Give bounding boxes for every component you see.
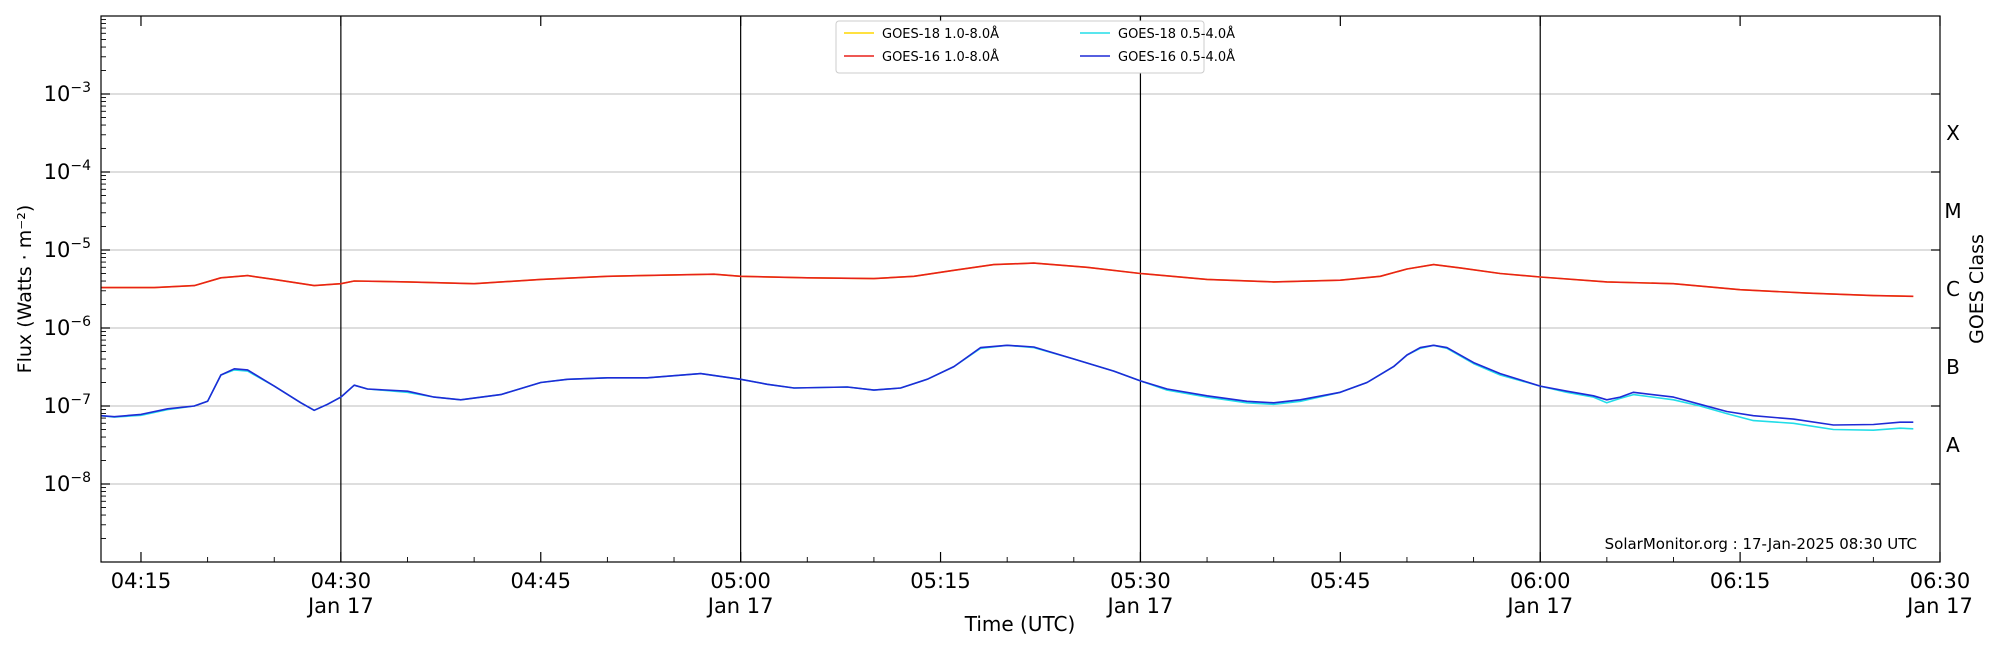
- y-tick-base: 10: [44, 160, 71, 184]
- x-tick-label: 04:30: [311, 569, 372, 593]
- y-tick-base: 10: [44, 238, 71, 262]
- legend-label: GOES-18 1.0-8.0Å: [882, 26, 999, 42]
- legend: GOES-18 1.0-8.0Å GOES-18 0.5-4.0Å GOES-16 …: [835, 20, 1235, 74]
- y-tick-base: 10: [44, 316, 71, 340]
- y-tick-base: 10: [44, 472, 71, 496]
- goes-class-labels: A B C M X: [1944, 121, 1961, 457]
- x-tick-date: Jan 17: [1505, 594, 1573, 618]
- x-tick-label: 06:15: [1710, 569, 1771, 593]
- y-tick-label: 10−6: [44, 314, 91, 340]
- y-tick-exponent: −7: [70, 392, 91, 408]
- plot-frame: [100, 15, 1941, 563]
- y-tick-label: 10−4: [44, 158, 91, 184]
- grid-layer: [101, 93, 1940, 485]
- goes-class-label: X: [1946, 121, 1960, 145]
- x-tick-label: 05:45: [1310, 569, 1371, 593]
- x-tick-date: Jan 17: [306, 594, 374, 618]
- series-layer: [100, 262, 1914, 432]
- y-tick-exponent: −4: [70, 158, 91, 174]
- series-line-2: [100, 344, 1914, 432]
- y-tick-label: 10−8: [44, 470, 91, 496]
- y-tick-label: 10−3: [44, 80, 91, 106]
- y-tick-exponent: −5: [70, 236, 91, 252]
- x-tick-date: Jan 17: [1106, 594, 1174, 618]
- vertical-day-lines: [340, 16, 1541, 562]
- goes-class-label: B: [1946, 355, 1960, 379]
- legend-label: GOES-18 0.5-4.0Å: [1118, 26, 1235, 42]
- x-tick-label: 06:00: [1510, 569, 1571, 593]
- series-line-1: [101, 262, 1914, 298]
- legend-label: GOES-16 1.0-8.0Å: [882, 49, 999, 65]
- x-tick-date: Jan 17: [1905, 594, 1973, 618]
- y-tick-exponent: −3: [70, 80, 91, 96]
- right-axis-label: GOES Class: [1966, 234, 1988, 344]
- x-tick-label: 06:30: [1910, 569, 1971, 593]
- series-line-3: [100, 344, 1914, 426]
- source-annotation: SolarMonitor.org : 17-Jan-2025 08:30 UTC: [1605, 535, 1917, 553]
- x-axis-label: Time (UTC): [964, 612, 1076, 636]
- x-tick-label: 05:30: [1110, 569, 1171, 593]
- goes-class-label: A: [1946, 433, 1960, 457]
- goes-class-label: M: [1944, 199, 1961, 223]
- x-tick-date: Jan 17: [706, 594, 774, 618]
- y-axis-label: Flux (Watts · m⁻²): [14, 205, 36, 374]
- x-tick-label: 04:45: [510, 569, 571, 593]
- y-tick-label: 10−7: [44, 392, 91, 418]
- goes-class-label: C: [1946, 277, 1960, 301]
- y-tick-base: 10: [44, 82, 71, 106]
- legend-box: [835, 20, 1205, 74]
- x-tick-label: 05:00: [710, 569, 771, 593]
- y-tick-label: 10−5: [44, 236, 91, 262]
- y-tick-exponent: −6: [70, 314, 91, 330]
- x-tick-label: 05:15: [910, 569, 971, 593]
- y-tick-base: 10: [44, 394, 71, 418]
- legend-label: GOES-16 0.5-4.0Å: [1118, 49, 1235, 65]
- x-tick-label: 04:15: [111, 569, 172, 593]
- y-tick-exponent: −8: [70, 470, 91, 486]
- y-axis-ticks: 10−810−710−610−510−410−3: [44, 19, 1940, 539]
- series-line-0: [101, 262, 1914, 298]
